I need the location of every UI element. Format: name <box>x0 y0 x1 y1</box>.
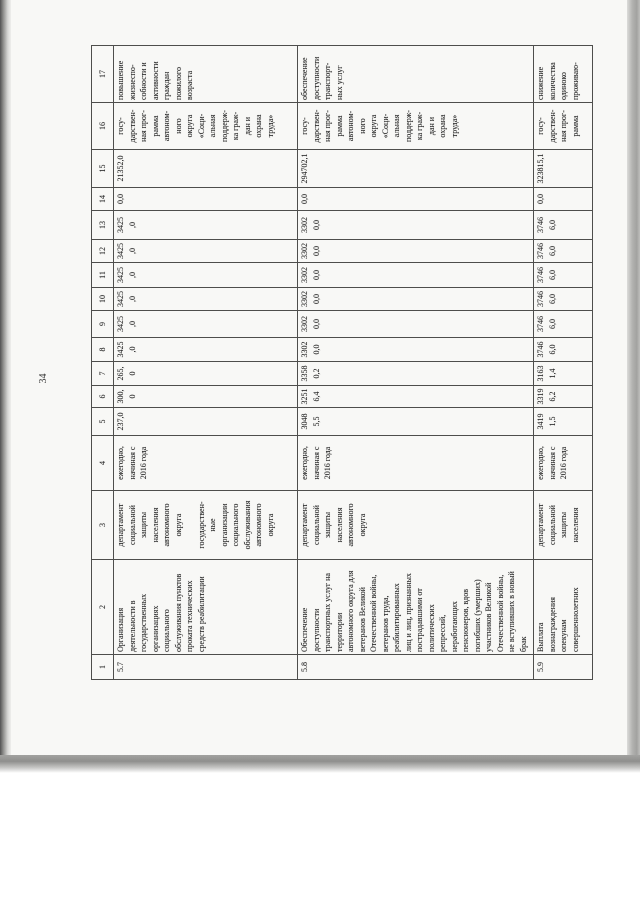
col-header-2: 2 <box>91 559 114 655</box>
year-value-cell-5: 3048 5,5 <box>297 407 534 436</box>
col-header-15: 15 <box>91 149 114 188</box>
year-value-cell-14: 0,0 <box>297 187 534 211</box>
col-header-6: 6 <box>91 385 114 408</box>
executor-cell: департамент социальной защиты населения … <box>297 490 534 560</box>
program-cell: госу- дарствен- ная прог- рамма <box>533 102 593 150</box>
scanner-edge-left <box>0 0 11 772</box>
col-header-5: 5 <box>91 407 114 436</box>
year-value-cell-11: 3746 6,0 <box>533 262 593 288</box>
year-value-cell-13: 3302 0,0 <box>297 210 534 240</box>
year-value-cell-6: 300, 0 <box>113 385 298 408</box>
activity-name-cell: Организация деятельности в государственн… <box>113 559 298 655</box>
activity-name-cell: Обеспечение доступности транспортных усл… <box>297 559 534 655</box>
year-value-cell-8: 3746 6,0 <box>533 337 593 362</box>
year-value-cell-8: 3302 0,0 <box>297 337 534 362</box>
result-cell: снижение количества одиноко проживаю- <box>533 45 593 103</box>
col-header-1: 1 <box>91 654 114 680</box>
year-value-cell-6: 3319 6,2 <box>533 385 593 408</box>
term-cell: ежегодно, начиная с 2016 года <box>113 435 298 491</box>
year-value-cell-11: 3425 ,0 <box>113 262 298 288</box>
year-value-cell-14: 0,0 <box>533 187 593 211</box>
col-header-13: 13 <box>91 210 114 240</box>
col-header-16: 16 <box>91 102 114 150</box>
term-cell: ежегодно, начиная с 2016 года <box>297 435 534 491</box>
total-cell: 294702,1 <box>297 149 534 188</box>
col-header-12: 12 <box>91 239 114 263</box>
year-value-cell-11: 3302 0,0 <box>297 262 534 288</box>
col-header-3: 3 <box>91 490 114 560</box>
executor-cell: департамент социальной защиты населения … <box>113 490 298 560</box>
year-value-cell-10: 3425 ,0 <box>113 287 298 311</box>
row-number-cell: 5.8 <box>297 654 534 680</box>
year-value-cell-13: 3746 6,0 <box>533 210 593 240</box>
rotated-landscape-content: 34 1 2 3 4 5 6 <box>11 0 627 757</box>
col-header-9: 9 <box>91 310 114 338</box>
year-value-cell-10: 3302 0,0 <box>297 287 534 311</box>
year-value-cell-5: 3419 1,5 <box>533 407 593 436</box>
year-value-cell-10: 3746 6,0 <box>533 287 593 311</box>
col-header-17: 17 <box>91 45 114 103</box>
year-value-cell-14: 0,0 <box>113 187 298 211</box>
result-cell: обеспечение доступности транспорт- ных у… <box>297 45 534 103</box>
program-cell: госу- дарствен- ная прог- рамма автоном-… <box>297 102 534 150</box>
col-header-10: 10 <box>91 287 114 311</box>
total-cell: 21352,0 <box>113 149 298 188</box>
year-value-cell-12: 3302 0,0 <box>297 239 534 263</box>
term-cell: ежегодно, начиная с 2016 года <box>533 435 593 491</box>
result-cell: повышение жизнеспо- собности и активност… <box>113 45 298 103</box>
year-value-cell-7: 3358 0,2 <box>297 361 534 386</box>
program-activities-table: 1 2 3 4 5 6 7 8 9 10 11 12 13 14 <box>91 45 593 680</box>
row-number-cell: 5.7 <box>113 654 298 680</box>
col-header-7: 7 <box>91 361 114 386</box>
total-cell: 323815,1 <box>533 149 593 188</box>
scanner-edge-right <box>627 0 640 772</box>
year-value-cell-7: 3163 1,4 <box>533 361 593 386</box>
table-row-5-9: 5.9 Выплата вознаграждения опекунам сове… <box>533 45 593 680</box>
executor-cell: департамент социальной защиты населения <box>533 490 593 560</box>
col-header-14: 14 <box>91 187 114 211</box>
row-number-cell: 5.9 <box>533 654 593 680</box>
col-header-8: 8 <box>91 337 114 362</box>
table-row-5-8: 5.8 Обеспечение доступности транспортных… <box>297 45 534 680</box>
column-number-header-row: 1 2 3 4 5 6 7 8 9 10 11 12 13 14 <box>91 45 114 680</box>
year-value-cell-9: 3425 ,0 <box>113 310 298 338</box>
activity-name-cell: Выплата вознаграждения опекунам совершен… <box>533 559 593 655</box>
year-value-cell-12: 3425 ,0 <box>113 239 298 263</box>
table-row-5-7: 5.7 Организация деятельности в государст… <box>113 45 298 680</box>
year-value-cell-5: 237,0 <box>113 407 298 436</box>
year-value-cell-9: 3302 0,0 <box>297 310 534 338</box>
year-value-cell-13: 3425 ,0 <box>113 210 298 240</box>
year-value-cell-7: 265, 0 <box>113 361 298 386</box>
year-value-cell-9: 3746 6,0 <box>533 310 593 338</box>
scanned-page: 34 1 2 3 4 5 6 <box>11 0 627 757</box>
year-value-cell-6: 3251 6,4 <box>297 385 534 408</box>
year-value-cell-8: 3425 ,0 <box>113 337 298 362</box>
year-value-cell-12: 3746 6,0 <box>533 239 593 263</box>
col-header-4: 4 <box>91 435 114 491</box>
page-number: 34 <box>38 373 49 384</box>
col-header-11: 11 <box>91 262 114 288</box>
page-bottom-shadow <box>0 755 640 773</box>
program-cell: госу- дарствен- ная прог- рамма автоном-… <box>113 102 298 150</box>
